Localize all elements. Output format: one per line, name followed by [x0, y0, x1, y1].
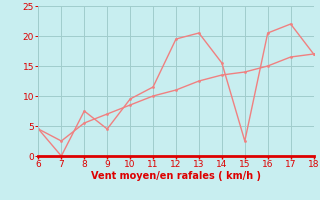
X-axis label: Vent moyen/en rafales ( km/h ): Vent moyen/en rafales ( km/h ) — [91, 171, 261, 181]
